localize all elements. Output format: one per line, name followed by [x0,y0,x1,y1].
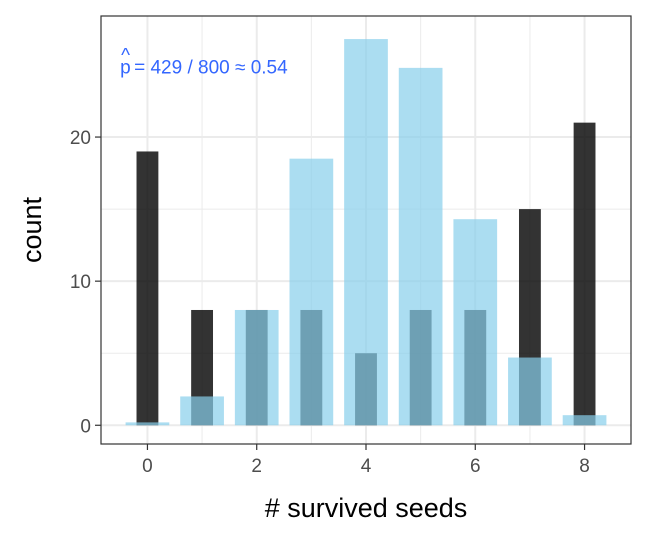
bar-observed [136,151,159,426]
bar-expected [562,415,607,426]
x-tick-label: 2 [251,456,262,477]
x-tick-labels: 0 2 4 6 8 [142,456,590,477]
bar-observed [573,122,596,426]
y-axis-title: count [17,196,47,263]
x-tick-label: 0 [142,456,153,477]
y-tick-label: 10 [70,272,91,293]
bars-expected [125,39,607,426]
axis-ticks [95,136,586,450]
annotation-hat: ^ [121,46,130,67]
annotation-text: = 429 / 800 ≈ 0.54 [134,58,288,79]
bar-expected [234,309,279,426]
bar-expected [453,219,498,426]
annotation: ^ p = 429 / 800 ≈ 0.54 [120,46,288,79]
x-tick-label: 6 [470,456,481,477]
y-tick-labels: 0 10 20 [70,128,91,437]
x-axis-title: # survived seeds [265,493,468,523]
x-tick-label: 8 [579,456,590,477]
y-tick-label: 20 [70,128,91,149]
bar-expected [508,357,552,426]
annotation-p-hat: p [120,58,131,79]
bar-expected [289,158,334,426]
bar-expected [180,396,224,426]
bar-expected [398,67,443,426]
bar-expected [344,39,388,426]
x-tick-label: 4 [361,456,372,477]
bar-expected [125,422,170,426]
y-tick-label: 0 [80,416,91,437]
